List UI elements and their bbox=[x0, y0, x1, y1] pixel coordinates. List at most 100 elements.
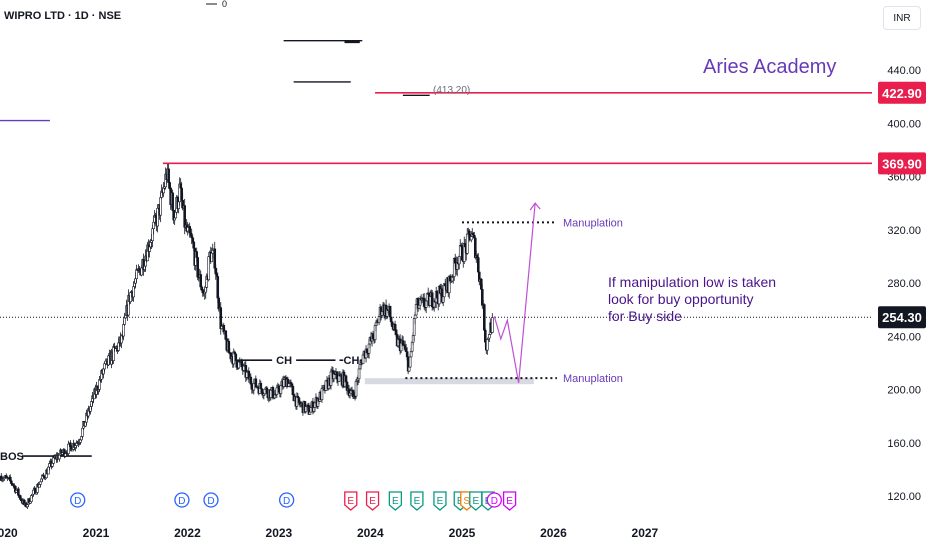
symbol-title: WIPRO LTD · 1D · NSE bbox=[4, 10, 122, 22]
earnings-event-icon[interactable] bbox=[410, 491, 424, 511]
candle-body bbox=[271, 387, 275, 399]
event-label: D bbox=[207, 496, 214, 507]
resistance-price-tag bbox=[878, 152, 926, 175]
dividend-event-icon[interactable] bbox=[70, 492, 86, 508]
stray-label: 0 bbox=[222, 0, 227, 9]
last-price-tag-text: 254.30 bbox=[882, 310, 922, 325]
projection-path bbox=[493, 203, 536, 383]
structure-label: CH bbox=[276, 355, 292, 367]
candle-body bbox=[123, 317, 126, 325]
candle-body bbox=[124, 315, 127, 319]
event-label: E bbox=[506, 496, 513, 507]
earnings-event-icon[interactable] bbox=[344, 491, 358, 511]
x-tick-label: 2025 bbox=[449, 526, 476, 540]
y-tick-label: 120.00 bbox=[887, 491, 921, 503]
candle-body bbox=[254, 378, 258, 388]
candle-body bbox=[186, 226, 189, 232]
candle-body bbox=[196, 257, 200, 278]
event-label: E bbox=[437, 496, 444, 507]
candle-body bbox=[467, 230, 471, 235]
candle-body bbox=[107, 355, 110, 366]
y-tick-label: 440.00 bbox=[887, 65, 921, 77]
dividend-event-icon[interactable] bbox=[278, 492, 295, 508]
candle-body bbox=[216, 276, 220, 299]
candle-body bbox=[122, 324, 125, 337]
y-tick-label: 400.00 bbox=[887, 118, 921, 130]
x-tick-label: 2027 bbox=[632, 526, 659, 540]
note-line: look for buy opportunity bbox=[608, 291, 754, 307]
dividend-event-icon[interactable] bbox=[486, 492, 502, 508]
y-tick-label: 160.00 bbox=[887, 438, 921, 450]
candle-body bbox=[476, 257, 480, 273]
event-label: D bbox=[491, 496, 498, 507]
x-tick-label: 2026 bbox=[540, 526, 567, 540]
candle-body bbox=[491, 317, 494, 333]
earnings-event-icon[interactable] bbox=[365, 491, 380, 511]
candle-body bbox=[17, 488, 20, 496]
candle-body bbox=[428, 296, 432, 306]
candle-body bbox=[234, 353, 238, 361]
x-tick-label: 2023 bbox=[266, 526, 293, 540]
event-label: E bbox=[414, 496, 421, 507]
dividend-event-icon[interactable] bbox=[174, 492, 190, 508]
candle-body bbox=[357, 368, 361, 380]
manipulation-label: Manuplation bbox=[563, 373, 623, 385]
x-tick-label: 2024 bbox=[357, 526, 384, 540]
x-tick-label: 2021 bbox=[83, 526, 110, 540]
event-label: D bbox=[283, 496, 290, 507]
trade-note: If manipulation low is taken look for bu… bbox=[608, 274, 808, 325]
manipulation-label: Manuplation bbox=[563, 217, 623, 229]
earnings-event-icon[interactable] bbox=[502, 491, 517, 511]
candle-body bbox=[171, 192, 174, 211]
earnings-event-icon[interactable] bbox=[388, 491, 403, 511]
y-tick-label: 200.00 bbox=[887, 385, 921, 397]
candle-body bbox=[167, 168, 170, 183]
projection-arrowhead bbox=[529, 202, 541, 211]
last-price-tag bbox=[878, 306, 926, 329]
candle-body bbox=[291, 386, 295, 396]
earnings-event-icon[interactable] bbox=[469, 491, 483, 511]
candle-body bbox=[135, 269, 138, 280]
candle-body bbox=[159, 197, 162, 216]
event-label: E bbox=[347, 496, 354, 507]
candle-body bbox=[275, 387, 279, 395]
earnings-event-icon[interactable] bbox=[433, 491, 447, 511]
candle-body bbox=[156, 207, 159, 227]
structure-label: BOS bbox=[0, 451, 24, 463]
resistance-price-tag-text: 422.90 bbox=[882, 86, 922, 101]
event-label: E bbox=[472, 496, 479, 507]
candle-body bbox=[259, 383, 263, 390]
event-label: S bbox=[463, 496, 470, 507]
candle-body bbox=[129, 292, 132, 303]
event-label: E bbox=[369, 496, 376, 507]
candle-body bbox=[408, 356, 412, 368]
y-tick-label: 360.00 bbox=[887, 172, 921, 184]
brand-watermark: Aries Academy bbox=[703, 56, 837, 78]
candle-body bbox=[39, 481, 42, 485]
candle-body bbox=[482, 304, 486, 331]
ghost-price-label: (413.20) bbox=[433, 85, 470, 96]
dividend-event-icon[interactable] bbox=[203, 492, 219, 508]
structure-label: CH bbox=[344, 355, 360, 367]
y-tick-label: 280.00 bbox=[887, 278, 921, 290]
candle-body bbox=[488, 334, 491, 339]
x-tick-label: 2022 bbox=[174, 526, 201, 540]
event-label: E bbox=[392, 496, 399, 507]
note-line: If manipulation low is taken bbox=[608, 274, 777, 290]
candle-body bbox=[279, 385, 283, 394]
candle-body bbox=[308, 411, 312, 415]
demand-zone bbox=[364, 378, 534, 385]
candle-body bbox=[140, 267, 143, 276]
resistance-price-tag-text: 369.90 bbox=[882, 156, 922, 171]
candle-body bbox=[207, 256, 211, 281]
event-label: D bbox=[178, 496, 185, 507]
resistance-price-tag bbox=[878, 81, 926, 104]
y-tick-label: 320.00 bbox=[887, 225, 921, 237]
note-line: for Buy side bbox=[608, 308, 682, 324]
y-tick-label: 240.00 bbox=[887, 331, 921, 343]
currency-button[interactable]: INR bbox=[883, 6, 921, 30]
event-label: D bbox=[74, 496, 81, 507]
candle-body bbox=[469, 236, 473, 241]
